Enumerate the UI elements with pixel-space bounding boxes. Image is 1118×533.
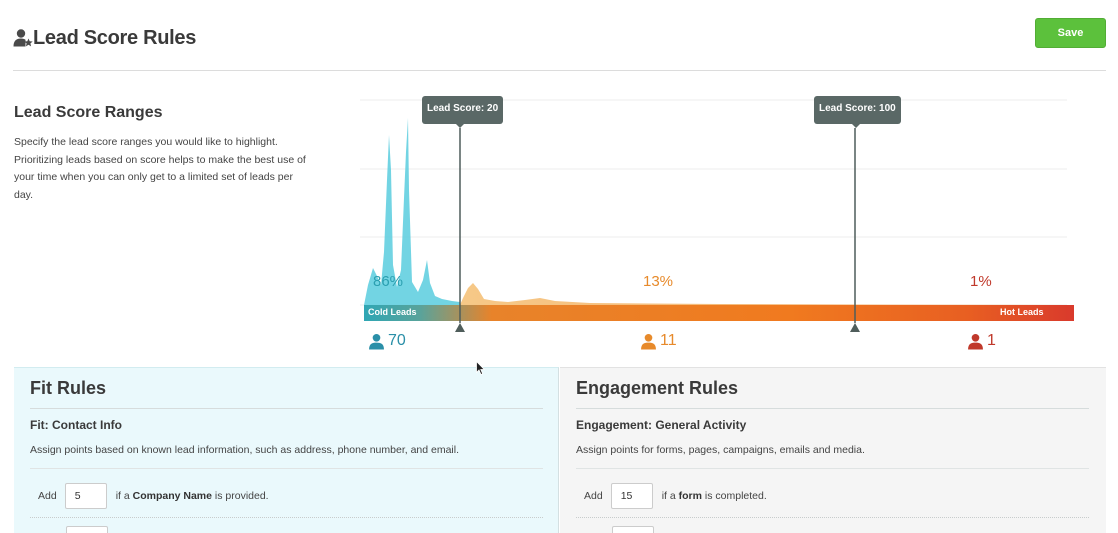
engagement-general-activity-description: Assign points for forms, pages, campaign… [576,444,865,456]
divider [30,517,543,518]
rule-condition-text: if a form is completed. [662,490,767,502]
company-name-points-input[interactable]: 5 [64,483,107,509]
warm-leads-count[interactable]: 11 [640,332,677,350]
rule-text-pre: if a [661,490,676,502]
lead-score-ranges-description: Specify the lead score ranges you would … [14,136,306,201]
lead-score-distribution-chart [360,80,1080,365]
engagement-general-activity-subtitle: Engagement: General Activity [576,418,747,432]
fit-contact-info-subtitle: Fit: Contact Info [30,418,122,432]
rule-field-name: Company Name [132,490,212,502]
distribution-svg [360,99,1074,332]
save-button[interactable]: Save [1035,18,1106,48]
fit-rules-panel: Fit Rules Fit: Contact Info Assign point… [14,367,559,533]
rule-text-post: is completed. [704,490,767,502]
header-divider [13,70,1106,71]
fit-rule-row: Add 5 if a Company Name is provided. [38,483,269,509]
marker-pointer [851,123,861,128]
fit-contact-info-description: Assign points based on known lead inform… [30,444,460,456]
user-star-icon [13,29,33,47]
lead-score-ranges-title: Lead Score Ranges [14,104,163,121]
engagement-rules-panel: Engagement Rules Engagement: General Act… [560,367,1106,533]
user-icon [369,333,384,349]
rule-add-label: Add [584,490,603,502]
hot-leads-count[interactable]: 1 [967,332,996,350]
engagement-rules-title: Engagement Rules [576,378,739,398]
rule-field-name: form [678,490,702,502]
cold-leads-count[interactable]: 70 [368,332,406,350]
user-icon [641,333,656,349]
cold-distribution-area [364,118,460,305]
cold-leads-label: Cold Leads [368,307,417,317]
hot-leads-label: Hot Leads [1000,307,1044,317]
hot-count-value: 1 [987,332,996,349]
divider [30,408,543,409]
rule-text-post: is provided. [214,490,269,502]
next-rule-points-input[interactable] [612,526,654,533]
form-completed-points-input[interactable]: 15 [610,483,653,509]
warm-leads-percent: 13% [643,273,674,290]
cold-leads-percent: 86% [373,273,404,290]
rule-add-label: Add [38,490,57,502]
divider [576,468,1089,469]
marker-handle-20 [455,323,465,332]
engagement-rule-row: Add 15 if a form is completed. [584,483,767,509]
marker-label-score-20[interactable]: Lead Score: 20 [422,96,504,124]
user-icon [968,333,983,349]
rule-text-pre: if a [115,490,130,502]
score-gradient-bar [364,305,1074,321]
divider [30,468,543,469]
marker-handle-100 [850,323,860,332]
marker-label-score-100[interactable]: Lead Score: 100 [814,96,901,124]
page-title: Lead Score Rules [33,27,197,49]
warm-count-value: 11 [660,332,677,349]
warm-distribution-area [460,283,1067,305]
page-header: Lead Score Rules Save [0,0,1118,71]
divider [576,517,1089,518]
divider [576,408,1089,409]
mouse-cursor-icon [476,361,486,376]
cold-count-value: 70 [388,332,406,349]
hot-leads-percent: 1% [970,273,992,290]
rule-condition-text: if a Company Name is provided. [116,490,269,502]
next-rule-points-input[interactable] [66,526,108,533]
marker-pointer [455,123,465,128]
fit-rules-title: Fit Rules [30,378,107,398]
